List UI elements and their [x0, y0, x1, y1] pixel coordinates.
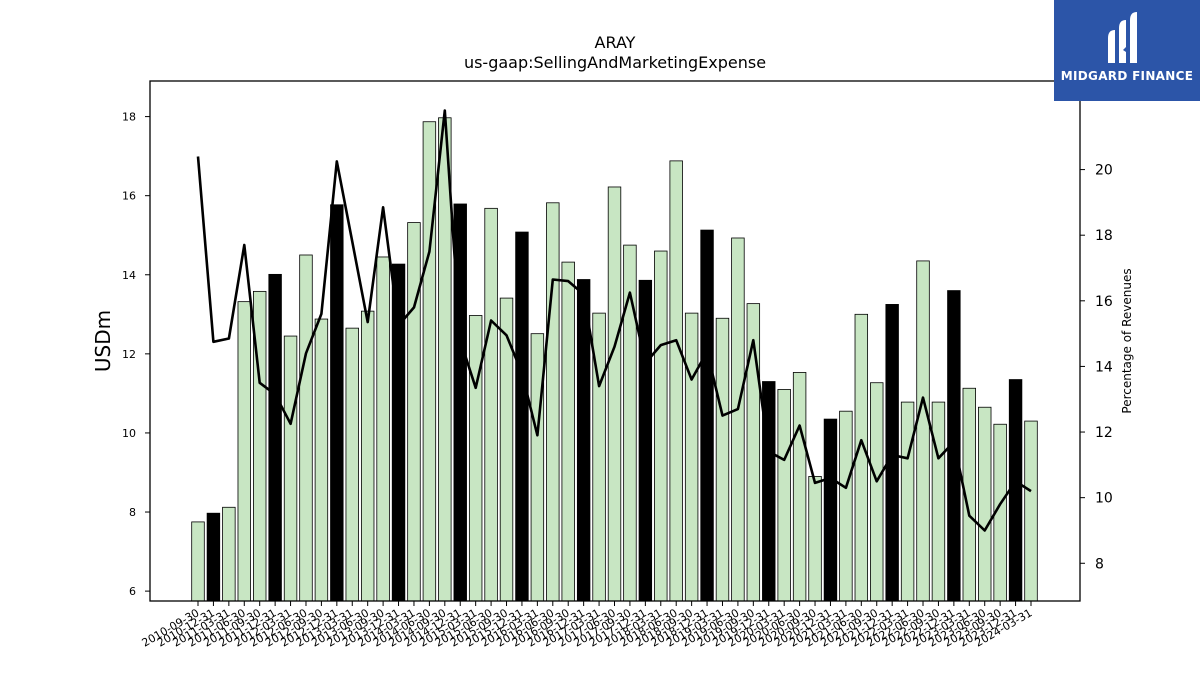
bar-2017-12-31 — [638, 279, 653, 602]
bar-2019-03-31 — [715, 317, 730, 602]
y2-tick-label: 18 — [1095, 228, 1113, 244]
bar-2018-06-30 — [669, 160, 683, 602]
bar-2013-12-31 — [391, 263, 406, 602]
bar-2021-12-31 — [885, 304, 899, 602]
bar-2013-09-30 — [376, 256, 390, 602]
y-tick-label: 12 — [122, 348, 136, 361]
bar-2010-12-31 — [206, 512, 221, 602]
bar-2023-12-31 — [1008, 379, 1023, 602]
bar-2022-06-30 — [916, 260, 930, 602]
bar-2018-12-31 — [700, 229, 714, 602]
bar-2012-09-30 — [314, 318, 329, 602]
bar-2024-03-31 — [1024, 420, 1038, 602]
y2-tick-label: 10 — [1095, 491, 1113, 507]
bar-2015-03-31 — [468, 315, 483, 602]
bar-2011-03-31 — [222, 506, 236, 602]
bar-2014-06-30 — [422, 121, 437, 602]
bar-2016-03-31 — [530, 333, 545, 602]
y-tick-label: 8 — [129, 506, 136, 519]
y-tick-label: 6 — [129, 585, 136, 598]
bar-2013-03-31 — [345, 327, 359, 602]
bar-2016-09-30 — [561, 261, 575, 602]
chart-subtitle: us-gaap:SellingAndMarketingExpense — [464, 53, 766, 72]
bar-2016-06-30 — [546, 202, 560, 602]
bar-2014-03-31 — [407, 222, 421, 602]
y2-tick-label: 12 — [1095, 425, 1113, 441]
bars-layer — [191, 117, 1038, 602]
y-tick-label: 14 — [122, 269, 136, 282]
bar-2010-09-30 — [191, 521, 205, 602]
bar-2022-09-30 — [931, 401, 946, 602]
bar-2017-06-30 — [607, 186, 622, 602]
y2-tick-label: 8 — [1095, 556, 1104, 572]
bar-2012-12-31 — [330, 204, 344, 602]
bar-2020-12-31 — [823, 418, 838, 602]
bar-2015-06-30 — [484, 207, 498, 602]
midgard-finance-logo-icon — [1108, 12, 1137, 63]
bar-2018-09-30 — [684, 312, 699, 602]
bar-2023-06-30 — [978, 406, 992, 602]
bar-2022-03-31 — [900, 401, 915, 602]
y2-axis-label: Percentage of Revenues — [1120, 268, 1134, 413]
bar-2021-03-31 — [839, 410, 853, 602]
bar-2021-09-30 — [870, 382, 884, 602]
bar-2019-06-30 — [731, 237, 745, 602]
y2-tick-label: 14 — [1095, 359, 1113, 375]
bar-2015-12-31 — [515, 231, 529, 602]
brand-logo: MIDGARD FINANCE — [1054, 0, 1200, 101]
line-layer — [196, 109, 1032, 532]
bar-2020-06-30 — [792, 372, 807, 602]
y-tick-label: 18 — [122, 111, 136, 124]
bar-2018-03-31 — [654, 250, 668, 602]
y-axis-label: USDm — [91, 310, 115, 372]
bar-2020-03-31 — [777, 389, 791, 602]
logo-text: MIDGARD FINANCE — [1060, 69, 1194, 83]
y2-tick-label: 20 — [1095, 163, 1113, 179]
bar-2011-12-31 — [268, 273, 282, 602]
y2-tick-label: 16 — [1095, 294, 1113, 310]
axes-layer: 68101214161881012141618202010-09-302010-… — [122, 80, 1113, 650]
y-tick-label: 16 — [122, 190, 136, 203]
bar-2013-06-30 — [360, 310, 375, 602]
bar-2012-06-30 — [299, 254, 313, 602]
bar-2020-09-30 — [808, 476, 822, 602]
chart-title: ARAY — [595, 33, 636, 52]
y-tick-label: 10 — [122, 427, 136, 440]
bar-2011-06-30 — [237, 301, 251, 602]
bar-2012-03-31 — [283, 335, 298, 602]
